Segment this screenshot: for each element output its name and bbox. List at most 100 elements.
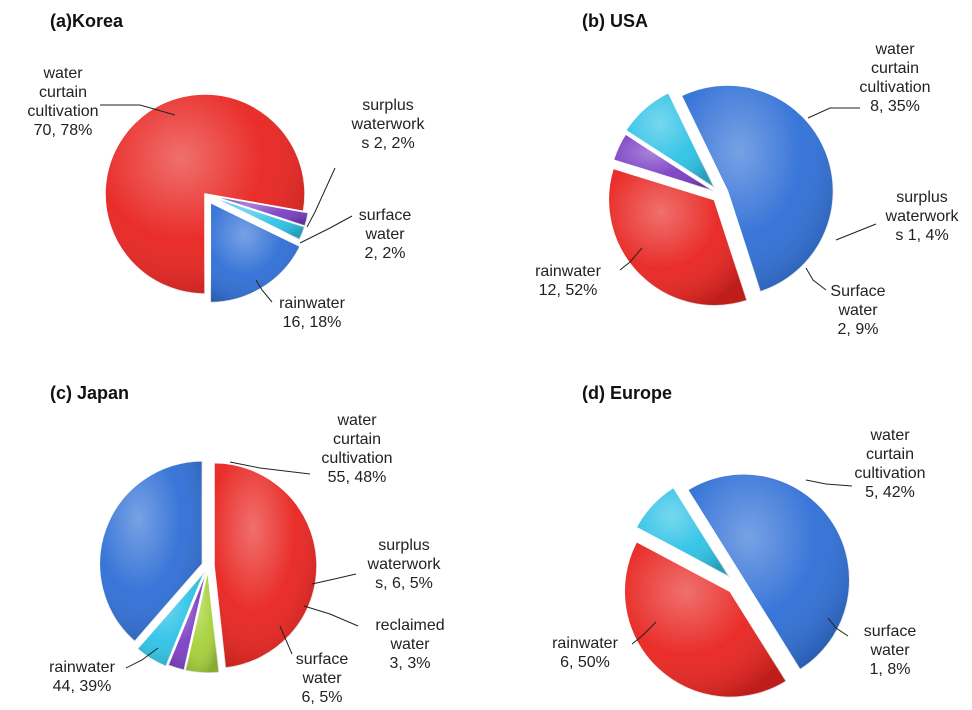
- slice-label-line: rainwater: [279, 295, 345, 312]
- slice-label: water curtain cultivation 70, 78%: [27, 65, 98, 139]
- leader-line: [805, 479, 853, 487]
- leader-line: [229, 461, 311, 475]
- leader-line: [835, 223, 877, 241]
- slice-label-line: cultivation: [321, 450, 392, 467]
- slice-label-line: surface: [296, 651, 349, 668]
- slice-label-line: water: [301, 670, 342, 687]
- slice-label-line: s 2, 2%: [361, 135, 414, 152]
- slice-label-line: water: [837, 302, 878, 319]
- pie-slice-shading: [613, 133, 715, 192]
- leader-line: [807, 107, 860, 119]
- slice-label-line: curtain: [871, 60, 919, 77]
- pie-slice-shading: [209, 195, 305, 240]
- slice-label: rainwater 44, 39%: [49, 659, 115, 695]
- slice-label-line: water: [869, 427, 910, 444]
- slice-label: surface water 6, 5%: [296, 651, 349, 706]
- pie-slice-shading: [185, 569, 220, 673]
- slice-label: water curtain cultivation 5, 42%: [854, 427, 925, 501]
- pie-slice-shading: [210, 202, 301, 303]
- pie-slice-shading: [608, 168, 748, 306]
- slice-label-line: surplus: [896, 189, 948, 206]
- panel-japan: (c) Japan water curtain cultivation 55, 48%…: [49, 383, 445, 706]
- leader-line: [255, 279, 273, 303]
- slice-label-line: 12, 52%: [539, 282, 598, 299]
- slice-label: surface water 1, 8%: [864, 623, 917, 678]
- slice-label-line: cultivation: [859, 79, 930, 96]
- pie-slice-shading: [624, 541, 787, 698]
- slice-label: rainwater 12, 52%: [535, 263, 601, 299]
- leader-line: [311, 573, 357, 585]
- pie-slice-shading: [636, 487, 730, 578]
- slice-label-line: water: [874, 41, 915, 58]
- slice-label-line: water: [336, 412, 377, 429]
- panel-title-usa: (b) USA: [582, 11, 648, 31]
- slice-label-line: 2, 9%: [838, 321, 879, 338]
- pie-slice-shading: [168, 569, 207, 671]
- slice-label: surplus waterwork s, 6, 5%: [367, 537, 442, 592]
- pie-slice-shading: [137, 571, 205, 667]
- panel-title-europe: (d) Europe: [582, 383, 672, 403]
- slice-label-line: 8, 35%: [870, 98, 920, 115]
- panel-usa: (b) USA water curtain cultivation 8, 35% sur…: [535, 11, 959, 338]
- slice-label-line: rainwater: [552, 635, 618, 652]
- leader-line: [619, 247, 643, 271]
- slice-label-line: surface: [864, 623, 917, 640]
- slice-label-line: reclaimed: [375, 617, 444, 634]
- pie-slice-shading: [99, 460, 203, 642]
- slice-label-line: waterwork: [885, 208, 960, 225]
- slice-label-line: 5, 42%: [865, 484, 915, 501]
- slice-label-line: water: [42, 65, 83, 82]
- slice-label-line: curtain: [333, 431, 381, 448]
- pie-slice-shading: [681, 85, 834, 292]
- leader-line: [805, 267, 827, 291]
- slice-label-line: surface: [359, 207, 412, 224]
- slice-label-line: 70, 78%: [34, 122, 93, 139]
- slice-label-line: 3, 3%: [390, 655, 431, 672]
- pie-slice-shading: [209, 195, 309, 227]
- slice-label-line: 2, 2%: [365, 245, 406, 262]
- panel-europe: (d) Europe water curtain cultivation 5, 42%…: [552, 383, 926, 699]
- slice-label: water curtain cultivation 55, 48%: [321, 412, 392, 486]
- slice-label-line: s, 6, 5%: [375, 575, 433, 592]
- pie-slice-shading: [105, 93, 305, 294]
- leader-line: [303, 605, 359, 627]
- leader-line: [631, 621, 657, 645]
- panel-title-korea: (a)Korea: [50, 11, 124, 31]
- pie-slice-shading: [625, 92, 715, 189]
- slice-label-line: rainwater: [49, 659, 115, 676]
- slice-label-line: surplus: [378, 537, 430, 554]
- panel-korea: (a)Korea water curtain cultivation 70, 78% s…: [27, 11, 425, 331]
- slice-label: surplus waterwork s 2, 2%: [351, 97, 426, 152]
- slice-label: rainwater 16, 18%: [279, 295, 345, 331]
- slice-label: rainwater 6, 50%: [552, 635, 618, 671]
- slice-label: water curtain cultivation 8, 35%: [859, 41, 930, 115]
- slice-label-line: 6, 5%: [302, 689, 343, 706]
- panel-title-japan: (c) Japan: [50, 383, 129, 403]
- slice-label-line: 55, 48%: [328, 469, 387, 486]
- slice-label-line: cultivation: [27, 103, 98, 120]
- slice-label-line: water: [869, 642, 910, 659]
- slice-label: Surface water 2, 9%: [830, 283, 885, 338]
- leader-line: [827, 617, 849, 637]
- pie-slice-shading: [687, 473, 850, 670]
- slice-label-line: Surface: [830, 283, 885, 300]
- leader-line: [279, 625, 293, 655]
- slice-label: reclaimed water 3, 3%: [375, 617, 444, 672]
- slice-label-line: water: [364, 226, 405, 243]
- slice-label-line: 1, 8%: [870, 661, 911, 678]
- slice-label: surface water 2, 2%: [359, 207, 412, 262]
- leader-line: [125, 647, 159, 669]
- slice-label-line: waterwork: [367, 556, 442, 573]
- slice-label-line: curtain: [866, 446, 914, 463]
- slice-label-line: s 1, 4%: [895, 227, 948, 244]
- leader-line: [100, 104, 176, 116]
- leader-line: [299, 215, 353, 244]
- slice-label-line: water: [389, 636, 430, 653]
- slice-label-line: 16, 18%: [283, 314, 342, 331]
- slice-label: surplus waterwork s 1, 4%: [885, 189, 960, 244]
- slice-label-line: curtain: [39, 84, 87, 101]
- slice-label-line: rainwater: [535, 263, 601, 280]
- slice-label-line: 44, 39%: [53, 678, 112, 695]
- pie-slice-shading: [213, 462, 317, 669]
